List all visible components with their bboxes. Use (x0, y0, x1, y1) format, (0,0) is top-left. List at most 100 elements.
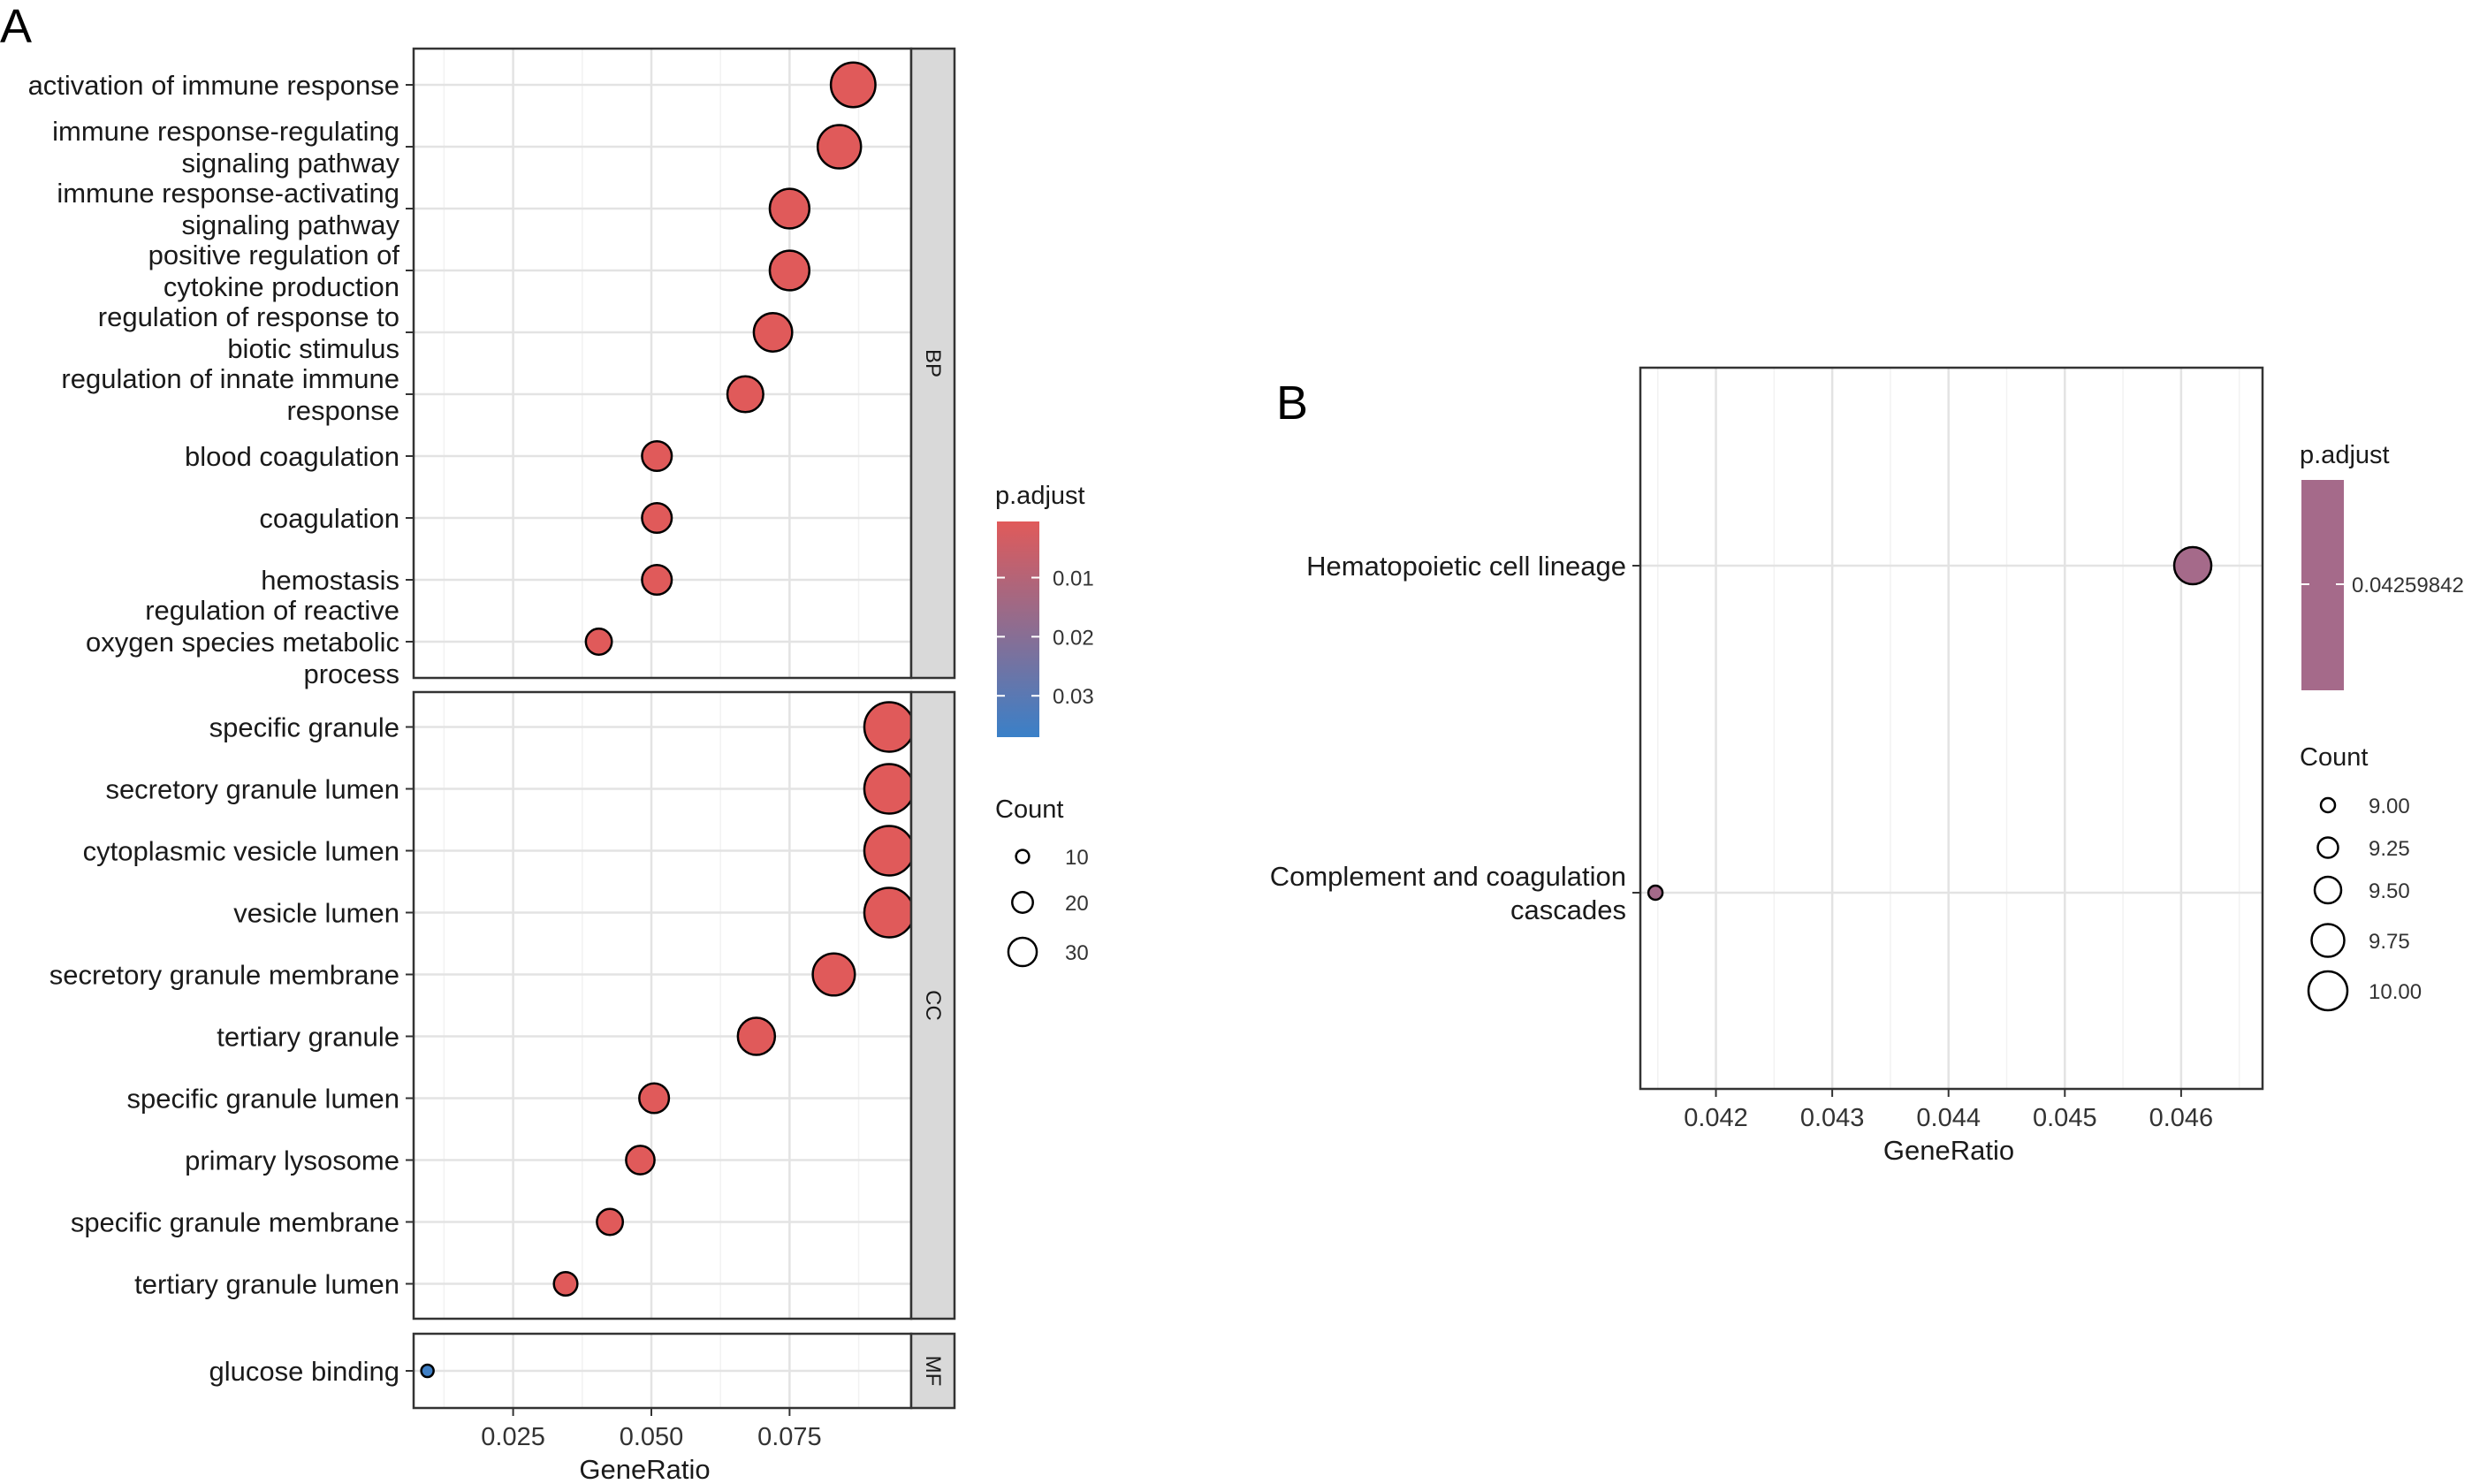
term-label: signaling pathway (182, 148, 400, 179)
data-point (641, 501, 673, 535)
data-point (768, 187, 811, 230)
term-label: oxygen species metabolic (86, 627, 399, 658)
size-legend-label: 9.25 (2369, 837, 2410, 861)
x-tick-label: 0.045 (2033, 1104, 2097, 1132)
term-label: blood coagulation (185, 441, 399, 472)
data-point (829, 61, 877, 109)
term-label: glucose binding (209, 1356, 399, 1387)
term-label: positive regulation of (148, 240, 400, 270)
data-point (816, 124, 863, 170)
term-label: specific granule lumen (127, 1084, 399, 1115)
colorbar-padjust (997, 521, 1039, 737)
data-point (863, 701, 916, 753)
term-label: vesicle lumen (233, 898, 399, 929)
data-point (752, 312, 794, 353)
data-point (625, 1145, 656, 1176)
facet-bp: activation of immune response immune resp… (28, 47, 956, 689)
term-label: immune response-regulating (52, 116, 399, 147)
term-label: regulation of reactive (145, 595, 399, 626)
size-legend-label: 30 (1065, 941, 1089, 965)
data-point (863, 763, 916, 815)
data-point (768, 249, 811, 292)
panel-b-plot: Hematopoietic cell lineage Complement and… (1270, 366, 2264, 1091)
x-tick-label: 0.025 (481, 1423, 545, 1451)
data-point (863, 825, 916, 877)
x-tick-label: 0.075 (757, 1423, 822, 1451)
term-label: response (286, 395, 399, 426)
legend-title-padjust: p.adjust (995, 482, 1085, 510)
facet-strip (909, 690, 956, 1320)
legend-title-count: Count (2300, 743, 2368, 772)
data-point (1647, 884, 1664, 902)
term-label: specific granule membrane (71, 1207, 399, 1238)
term-label: cascades (1510, 894, 1626, 925)
size-legend-label: 10 (1065, 846, 1089, 870)
data-point (420, 1363, 435, 1379)
term-label: coagulation (259, 503, 399, 534)
facet-mf: glucose binding MF (209, 1332, 956, 1410)
term-label: process (303, 658, 399, 689)
facet-strip (909, 47, 956, 680)
legend-title-padjust: p.adjust (2300, 441, 2390, 469)
facet-strip-label: CC (921, 990, 945, 1021)
term-label: biotic stimulus (227, 333, 399, 364)
x-axis-a: 0.025 0.050 0.075 GeneRatio (481, 1408, 822, 1484)
data-point (736, 1016, 777, 1056)
size-legend-key (2319, 796, 2337, 814)
facet-strip (909, 1332, 956, 1410)
term-label: immune response-activating (57, 178, 399, 209)
colorbar-tick-label: 0.01 (1053, 567, 1094, 591)
term-label: regulation of innate immune (61, 363, 399, 394)
x-axis-title: GeneRatio (579, 1454, 710, 1484)
term-label: hemostasis (261, 565, 399, 596)
panel-label-b: B (1276, 377, 1308, 430)
x-tick-label: 0.044 (1916, 1104, 1981, 1132)
x-tick-label: 0.042 (1684, 1104, 1748, 1132)
size-legend-key (2313, 875, 2343, 905)
data-point (641, 439, 673, 473)
data-point (584, 628, 613, 656)
size-legend-label: 9.75 (2369, 930, 2410, 954)
size-legend-key (2316, 836, 2339, 859)
facet-strip-label: BP (921, 349, 945, 377)
term-label: signaling pathway (182, 209, 400, 240)
facet-panel-bg (414, 692, 911, 1319)
term-label: Complement and coagulation (1270, 861, 1626, 892)
panel-label-a: A (0, 0, 32, 53)
size-legend-key (1007, 936, 1038, 968)
data-point (2172, 545, 2213, 586)
size-legend-key (1011, 891, 1034, 914)
x-axis-b: 0.042 0.043 0.044 0.045 0.046 GeneRatio (1684, 1089, 2213, 1166)
data-point (863, 887, 916, 939)
term-label: tertiary granule (217, 1022, 399, 1053)
x-axis-title: GeneRatio (1883, 1135, 2014, 1166)
size-legend-label: 20 (1065, 892, 1089, 916)
size-legend-key (2307, 970, 2349, 1012)
term-label: secretory granule membrane (49, 960, 399, 991)
colorbar-tick-label: 0.02 (1053, 626, 1094, 650)
size-legend-label: 10.00 (2369, 980, 2422, 1004)
x-tick-label: 0.043 (1800, 1104, 1865, 1132)
data-point (596, 1207, 625, 1237)
data-point (726, 375, 764, 414)
data-point (638, 1082, 671, 1115)
x-tick-label: 0.050 (620, 1423, 684, 1451)
term-label: Hematopoietic cell lineage (1306, 551, 1626, 582)
term-label: specific granule (209, 712, 399, 743)
size-legend-key (1015, 849, 1031, 864)
data-point (552, 1270, 579, 1298)
facet-strip-label: MF (921, 1356, 945, 1387)
panel-b-bg (1640, 368, 2263, 1089)
size-legend-label: 9.00 (2369, 795, 2410, 818)
size-legend-label: 9.50 (2369, 879, 2410, 903)
data-point (641, 563, 673, 597)
term-label: cytoplasmic vesicle lumen (83, 836, 399, 867)
x-tick-label: 0.046 (2149, 1104, 2214, 1132)
colorbar-tick-label: 0.04259842 (2352, 574, 2464, 597)
term-label: secretory granule lumen (105, 774, 399, 805)
term-label: tertiary granule lumen (134, 1269, 399, 1300)
panel-b-border (1639, 366, 2264, 1091)
